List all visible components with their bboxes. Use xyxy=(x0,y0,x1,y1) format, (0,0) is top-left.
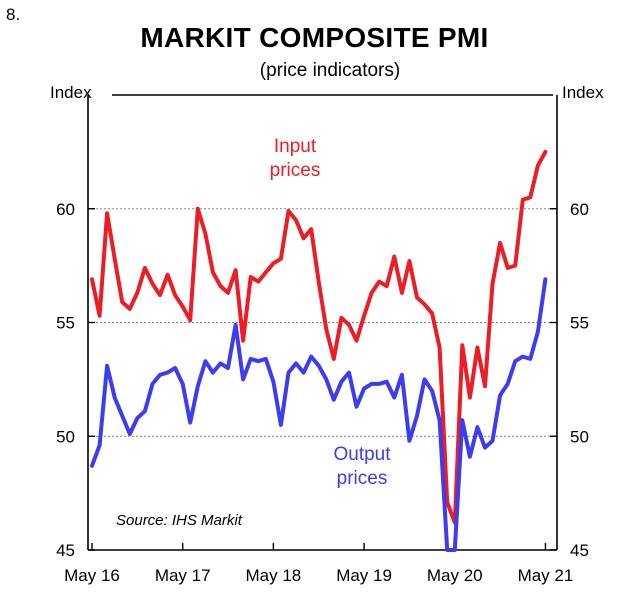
series-label-input-prices: prices xyxy=(270,160,321,181)
chart-title: MARKIT COMPOSITE PMI xyxy=(140,22,489,53)
y-tick-label-left: 55 xyxy=(56,314,75,333)
y-tick-label-right: 50 xyxy=(570,427,589,446)
series-line-input-prices xyxy=(90,149,548,525)
y-tick-label-right: 45 xyxy=(570,541,589,560)
figure-number: 8. xyxy=(6,5,21,24)
x-tick-label: May 20 xyxy=(427,566,483,585)
x-tick-label: May 21 xyxy=(518,566,574,585)
y-tick-label-left: 50 xyxy=(56,427,75,446)
series-label-output-prices: Output xyxy=(333,444,391,465)
y-tick-label-left: 45 xyxy=(56,541,75,560)
series-label-input-prices: Input xyxy=(274,136,317,157)
y-axis-label-left: Index xyxy=(50,83,92,102)
x-tick-label: May 16 xyxy=(64,566,120,585)
y-axis-label-right: Index xyxy=(562,83,604,102)
x-tick-label: May 18 xyxy=(246,566,302,585)
series-line-output-prices xyxy=(90,277,548,552)
chart-subtitle: (price indicators) xyxy=(259,60,401,81)
x-tick-label: May 17 xyxy=(155,566,211,585)
y-tick-label-left: 60 xyxy=(56,200,75,219)
y-tick-label-right: 60 xyxy=(570,200,589,219)
source-note: Source: IHS Markit xyxy=(116,512,243,529)
y-tick-label-right: 55 xyxy=(570,314,589,333)
series-label-output-prices: prices xyxy=(337,468,388,489)
x-tick-label: May 19 xyxy=(336,566,392,585)
